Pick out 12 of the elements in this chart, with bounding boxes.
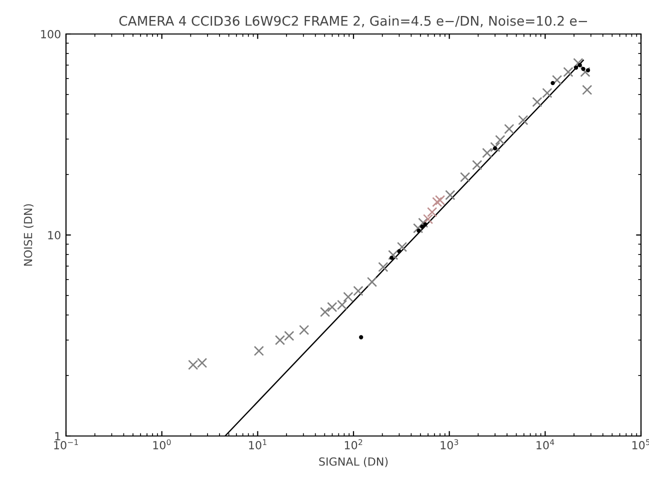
x-tick-label: 10$^{0}$ xyxy=(153,439,171,450)
x-tick-label: 10$^{2}$ xyxy=(344,439,362,450)
x-tick-label: 10$^{−1}$ xyxy=(54,439,78,450)
x-tick-label: 10$^{4}$ xyxy=(536,439,554,450)
x-axis-title: SIGNAL (DN) xyxy=(319,457,388,468)
y-tick-label: 10 xyxy=(48,230,60,240)
y-tick-label: 100 xyxy=(41,30,60,38)
x-tick-label: 10$^{3}$ xyxy=(440,439,458,450)
y-tick-label: 1 xyxy=(55,432,60,440)
y-axis-title: NOISE (DN) xyxy=(24,204,34,266)
chart-title: CAMERA 4 CCID36 L6W9C2 FRAME 2, Gain=4.5 e−/DN, Noise=10.2 e− xyxy=(119,16,588,28)
x-tick-label: 10$^{1}$ xyxy=(249,439,266,450)
